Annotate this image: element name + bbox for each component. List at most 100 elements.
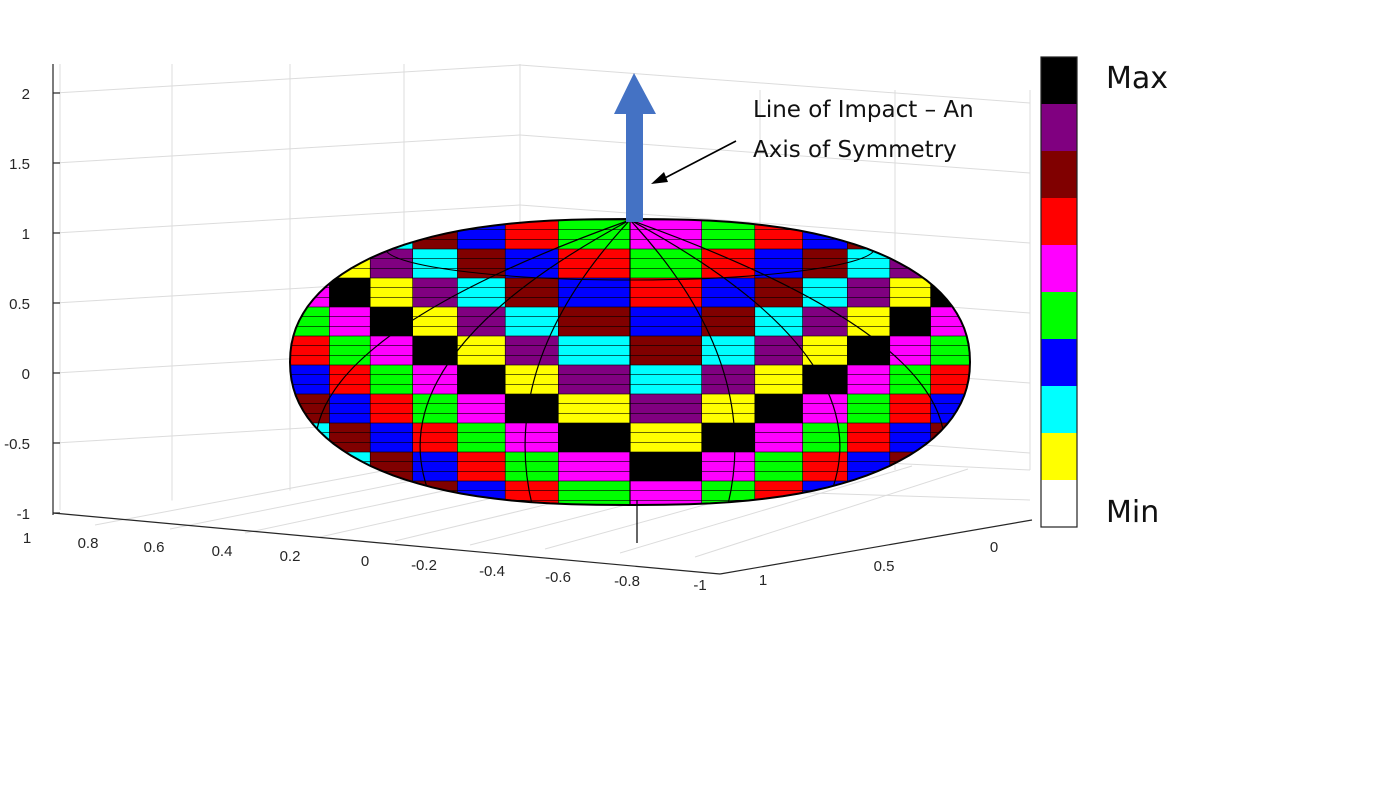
surface-patch (930, 364, 970, 376)
surface-patch (754, 432, 804, 444)
surface-patch (369, 219, 414, 231)
surface-patch (329, 374, 372, 386)
surface-patch (889, 364, 932, 376)
surface-meridian (629, 219, 736, 505)
surface-patch (846, 432, 891, 444)
surface-patch (557, 451, 631, 463)
surface-patch (846, 403, 891, 415)
surface-patch (846, 374, 891, 386)
surface-patch (629, 325, 703, 337)
surface-patch (889, 432, 932, 444)
x-axis-line (52, 512, 721, 575)
surface-patch (369, 248, 414, 260)
surface-patch (930, 345, 970, 357)
colorbar-segment (1041, 151, 1077, 198)
surface-patch (846, 335, 891, 347)
surface-patch (457, 287, 507, 299)
surface-patch (629, 383, 703, 395)
x-tick-labels: 1 0.8 0.6 0.4 0.2 0 -0.2 -0.4 -0.6 -0.8 -1 (23, 530, 707, 594)
surface-patch (329, 335, 372, 347)
colorbar-segment (1041, 245, 1077, 292)
surface-patch (701, 335, 756, 347)
surface-patch (329, 296, 372, 308)
surface-patch (754, 461, 804, 473)
surface-patch (290, 441, 331, 453)
surface-patch (557, 267, 631, 279)
surface-patch (369, 345, 414, 357)
surface-patch (369, 296, 414, 308)
surface-patch (290, 451, 331, 463)
surface-patch (504, 287, 560, 299)
z-tick-label: 1.5 (9, 156, 30, 173)
surface-patch (754, 441, 804, 453)
surface-patch (889, 306, 932, 318)
surface-patch (369, 316, 414, 328)
surface-patch (754, 335, 804, 347)
surface-patch (369, 287, 414, 299)
surface-patch (754, 277, 804, 289)
surface-patch (930, 335, 970, 347)
surface-patch (930, 374, 970, 386)
surface-patch (457, 364, 507, 376)
colorbar-segment (1041, 433, 1077, 480)
surface-patch (802, 287, 849, 299)
surface-patch (504, 441, 560, 453)
surface-patch (701, 306, 756, 318)
surface-patch (457, 403, 507, 415)
surface-patch (329, 306, 372, 318)
surface-patch (629, 480, 703, 492)
surface-patch (504, 412, 560, 424)
surface-patch (457, 296, 507, 308)
surface-patch (557, 335, 631, 347)
surface-patch (412, 277, 459, 289)
surface-patch (846, 296, 891, 308)
surface-patch (369, 490, 414, 502)
surface-patch (701, 364, 756, 376)
surface-patch (557, 490, 631, 502)
surface-patch (369, 383, 414, 395)
surface-patch (369, 354, 414, 366)
x-tick-label: 0 (361, 553, 369, 570)
surface-patch (504, 296, 560, 308)
colorbar-border (1040, 56, 1078, 528)
surface-patch (504, 239, 560, 250)
grid-line (54, 64, 521, 94)
surface-patch (846, 354, 891, 366)
colorbar-segment (1041, 198, 1077, 245)
surface-patch (557, 422, 631, 434)
surface-patch (557, 316, 631, 328)
surface-meridian (419, 219, 631, 505)
surface-patch (846, 277, 891, 289)
surface-patch (290, 499, 331, 505)
surface-patch (457, 461, 507, 473)
z-tick-label: 1 (22, 226, 30, 243)
surface-patch (329, 229, 372, 241)
surface-patch (889, 296, 932, 308)
surface-patch (930, 277, 970, 289)
surface-patch (557, 393, 631, 405)
surface-patch (802, 432, 849, 444)
surface-patch (457, 451, 507, 463)
colorbar-min-label: Min (1106, 495, 1159, 530)
y-tick-label: 1 (759, 572, 767, 589)
surface-patch (504, 451, 560, 463)
surface-patch (889, 219, 932, 231)
surface-patch (504, 306, 560, 318)
surface-patch (846, 306, 891, 318)
surface-patch (369, 461, 414, 473)
surface-patch (329, 325, 372, 337)
surface-patch (930, 422, 970, 434)
surface-patch (369, 432, 414, 444)
surface-patch (369, 412, 414, 424)
surface-patch (754, 316, 804, 328)
surface-patch (846, 364, 891, 376)
x-tick-label: -1 (693, 577, 706, 594)
surface-patch (457, 345, 507, 357)
surface-patch (754, 403, 804, 415)
surface-patch (802, 374, 849, 386)
colorbar-segment (1041, 386, 1077, 433)
z-tick-label: -1 (17, 506, 30, 523)
x-tick-label: -0.8 (614, 573, 640, 590)
surface-patch (930, 316, 970, 328)
surface-patch (290, 354, 331, 366)
